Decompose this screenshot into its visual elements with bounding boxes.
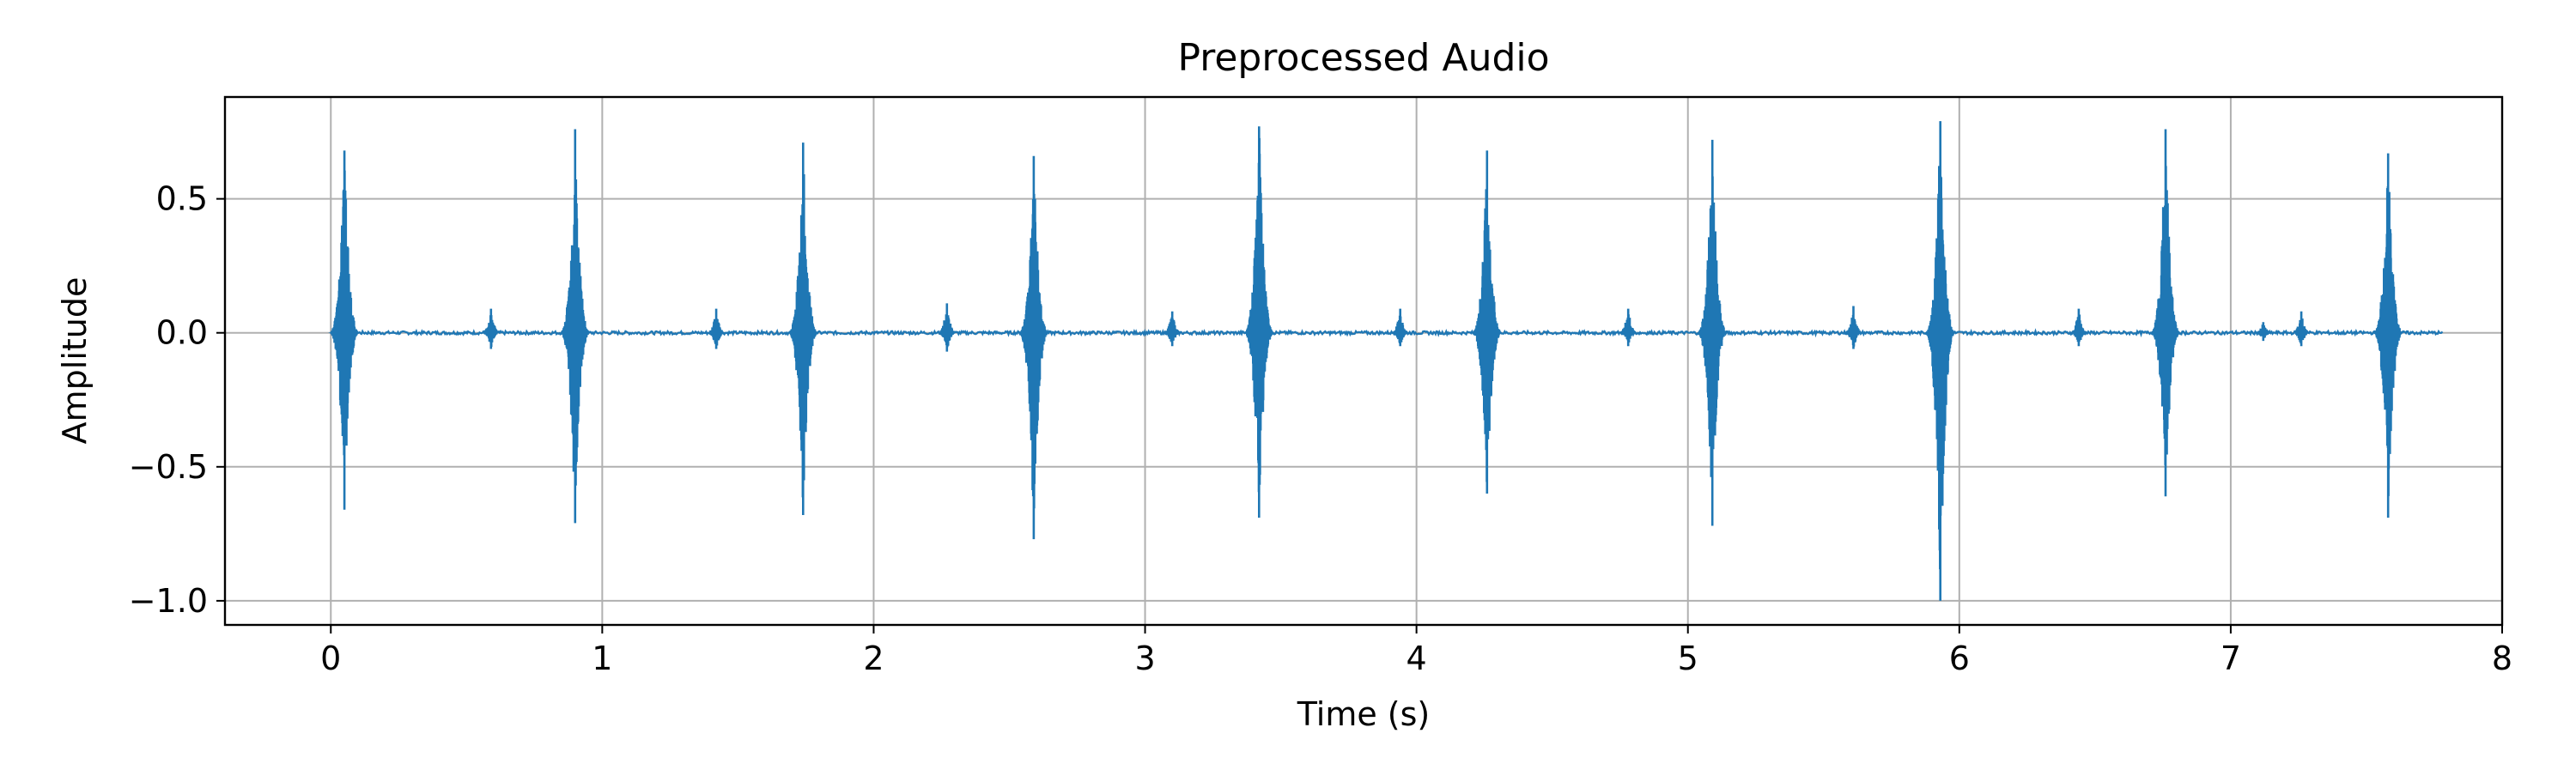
waveform-peak xyxy=(558,129,592,524)
waveform-peak xyxy=(787,142,820,515)
axes-frame xyxy=(223,95,2504,627)
waveform-peak xyxy=(1696,139,1728,526)
x-axis-label: Time (s) xyxy=(1297,695,1431,733)
x-tick-label: 3 xyxy=(1134,640,1155,677)
y-tick-label: 0.0 xyxy=(156,314,208,352)
waveform-small-peak xyxy=(706,308,727,349)
waveform-series xyxy=(328,121,2444,601)
waveform-baseline xyxy=(331,328,2444,338)
x-tick-label: 6 xyxy=(1949,640,1970,677)
x-tick-label: 2 xyxy=(863,640,884,677)
waveform-peak xyxy=(2372,153,2405,518)
waveform-small-peak xyxy=(936,303,957,352)
y-tick-label: −0.5 xyxy=(129,448,208,486)
chart-title: Preprocessed Audio xyxy=(1177,36,1549,80)
waveform-peak xyxy=(1017,155,1050,540)
waveform-small-peak xyxy=(1390,308,1411,347)
y-tick-label: −1.0 xyxy=(129,582,208,620)
x-tick-label: 7 xyxy=(2221,640,2241,677)
y-tick-label: 0.5 xyxy=(156,180,208,218)
waveform-small-peak xyxy=(1843,306,1864,349)
waveform-peak xyxy=(328,150,361,510)
waveform-peak xyxy=(1242,126,1276,518)
x-tick-label: 1 xyxy=(592,640,612,677)
x-tick-label: 8 xyxy=(2492,640,2512,677)
waveform-small-peak xyxy=(1162,311,1183,347)
waveform-peak xyxy=(2149,129,2182,497)
waveform-small-peak xyxy=(2291,311,2312,347)
x-tick-label: 0 xyxy=(320,640,341,677)
waveform-small-peak xyxy=(1618,308,1638,347)
x-axis-ticks: 0 1 2 3 4 5 6 7 8 xyxy=(320,625,2512,677)
waveform-small-peak xyxy=(2253,322,2274,342)
x-tick-label: 4 xyxy=(1406,640,1427,677)
x-tick-label: 5 xyxy=(1678,640,1698,677)
waveform-small-peak xyxy=(480,308,501,349)
y-axis-label: Amplitude xyxy=(56,277,94,445)
waveform-peak xyxy=(1471,150,1504,494)
waveform-peak xyxy=(1923,121,1957,601)
waveform-small-peak xyxy=(2069,308,2089,347)
y-axis-ticks: 0.5 0.0 −0.5 −1.0 xyxy=(129,180,225,620)
